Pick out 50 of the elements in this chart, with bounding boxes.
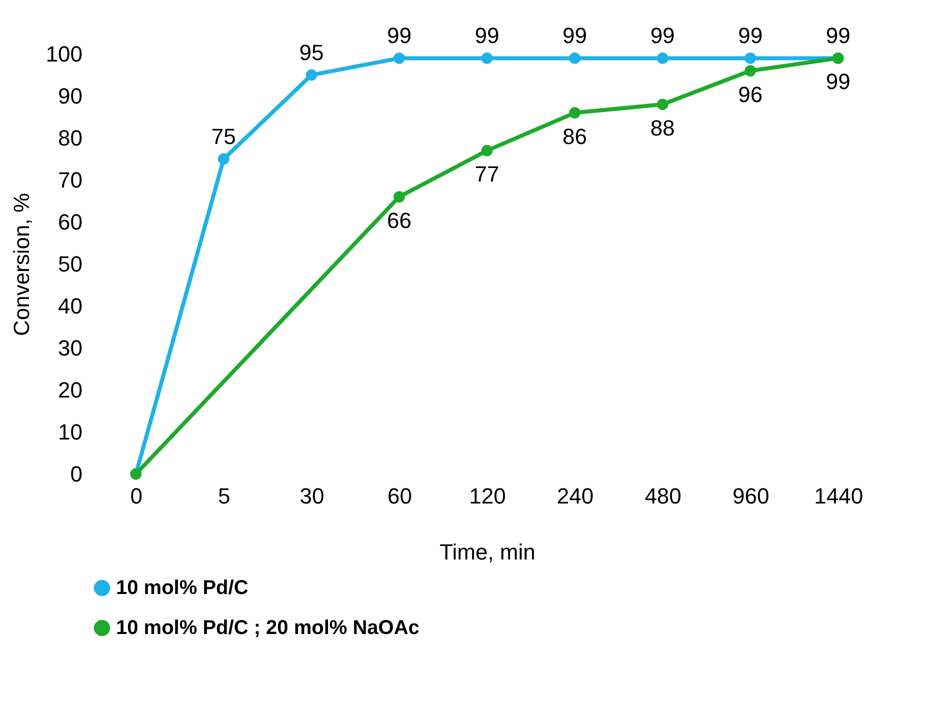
data-label: 88 (650, 115, 675, 140)
data-label: 99 (562, 23, 588, 48)
data-label: 99 (738, 23, 763, 48)
y-tick-label: 40 (58, 294, 82, 318)
y-tick-label: 70 (58, 168, 82, 192)
point (569, 107, 580, 118)
point (744, 52, 756, 64)
data-label: 99 (386, 23, 412, 48)
y-tick-label: 0 (70, 462, 82, 486)
y-tick-label: 60 (58, 210, 82, 234)
x-tick-label: 240 (556, 484, 594, 508)
legend-label: 10 mol% Pd/C (116, 577, 248, 599)
x-tick-label: 5 (218, 484, 230, 508)
point (656, 98, 668, 110)
point (218, 153, 230, 165)
point (481, 144, 493, 156)
x-tick-label: 60 (387, 484, 412, 508)
y-tick-label: 10 (58, 420, 82, 444)
data-label: 99 (650, 23, 675, 48)
data-label: 99 (474, 23, 500, 48)
y-tick-label: 80 (58, 126, 82, 150)
data-label: 86 (562, 124, 588, 149)
point (306, 69, 318, 81)
point (656, 52, 668, 64)
x-tick-label: 30 (300, 484, 324, 508)
y-axis-title: Conversion, % (8, 192, 34, 336)
point (394, 191, 405, 202)
point (744, 65, 756, 76)
y-tick-label: 50 (58, 252, 82, 276)
data-label: 66 (386, 208, 412, 233)
point (569, 52, 580, 64)
legend-label: 10 mol% Pd/C ; 20 mol% NaOAc (116, 617, 420, 639)
x-tick-label: 1440 (814, 484, 864, 508)
data-label: 96 (738, 82, 763, 107)
x-tick-label: 480 (644, 484, 682, 508)
data-label: 99 (826, 23, 850, 48)
x-tick-label: 120 (469, 484, 506, 508)
data-label: 99 (826, 69, 850, 94)
data-label: 95 (299, 40, 324, 65)
y-tick-label: 30 (58, 336, 82, 360)
y-tick-label: 100 (46, 42, 82, 66)
x-tick-label: 0 (130, 484, 143, 508)
data-label: 77 (474, 162, 500, 187)
data-label: 75 (211, 124, 236, 149)
point (394, 52, 405, 64)
x-tick-label: 960 (732, 484, 770, 508)
x-axis-title: Time, min (440, 540, 536, 564)
y-tick-label: 90 (58, 84, 82, 108)
y-tick-label: 20 (58, 378, 82, 402)
point (481, 52, 493, 64)
